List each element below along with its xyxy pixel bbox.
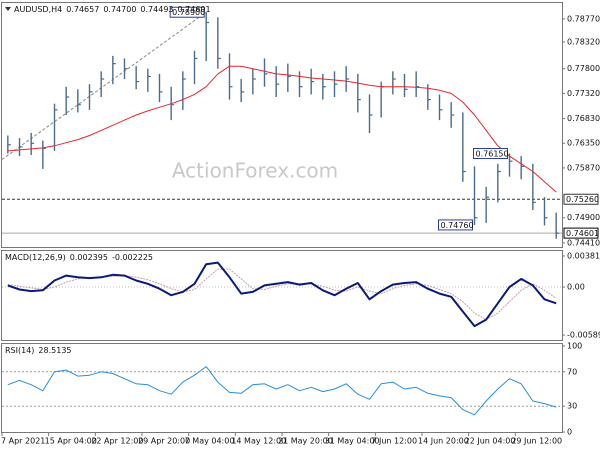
panel-title: RSI(14) — [5, 346, 34, 355]
watermark: ActionForex.com — [172, 159, 338, 183]
annotation-label: 0.76150 — [476, 150, 509, 159]
x-tick-label: 14 Jun 20:00 — [418, 437, 469, 446]
reading: 0.74700 — [103, 5, 136, 14]
x-tick-label: 7 May 04:00 — [185, 437, 235, 446]
y-tick-label: 0.76350 — [567, 139, 600, 148]
y-tick-label: 100 — [567, 342, 582, 351]
y-tick-label: 30 — [567, 402, 577, 411]
y-tick-label: 0.74410 — [567, 238, 600, 247]
indicator-line — [7, 65, 557, 193]
x-tick-label: 29 Jun 12:00 — [511, 437, 562, 446]
y-tick-label: 0.003814 — [567, 251, 600, 260]
reading: 0.74657 — [66, 5, 99, 14]
panel-title: MACD(12,26,9) — [5, 253, 66, 262]
x-tick-label: 7 Apr 2021 — [1, 437, 45, 446]
x-tick-label: 7 Jun 12:00 — [371, 437, 417, 446]
macd-panel — [1, 250, 563, 341]
trend-line — [1, 11, 207, 160]
panel-header: AUDUSD,H4 0.74657 0.74700 0.74493 0.74601 — [14, 5, 211, 14]
x-tick-label: 31 May 04:00 — [325, 437, 380, 446]
indicator-line — [7, 261, 557, 328]
price-box — [563, 193, 599, 205]
annotation-label: 0.74760 — [441, 221, 474, 230]
annotation-label: 0.78900 — [172, 8, 205, 17]
y-tick-label: 0.77800 — [567, 64, 600, 73]
reading: 0.002395 — [70, 253, 108, 262]
x-tick-label: 14 May 12:00 — [231, 437, 286, 446]
price-panel — [1, 2, 563, 248]
annotation-box — [473, 148, 508, 160]
price-box — [563, 227, 599, 239]
x-tick-label: 21 May 20:00 — [278, 437, 333, 446]
reading: 0.74601 — [178, 5, 211, 14]
x-tick-label: 22 Jun 04:00 — [465, 437, 516, 446]
x-tick-label: 29 Apr 20:00 — [138, 437, 190, 446]
x-tick-label: 15 Apr 04:00 — [45, 437, 97, 446]
y-tick-label: 0.00 — [567, 283, 585, 292]
indicator-line — [7, 366, 557, 416]
y-tick-label: 70 — [567, 367, 577, 376]
price-box-label: 0.75260 — [566, 195, 599, 204]
y-tick-label: 0.78770 — [567, 14, 600, 23]
y-tick-label: 0.74900 — [567, 213, 600, 222]
price-box-label: 0.74601 — [566, 229, 599, 238]
y-tick-label: 0.78320 — [567, 38, 600, 47]
y-tick-label: 0.77320 — [567, 89, 600, 98]
reading: -0.002225 — [112, 253, 153, 262]
annotation-box — [169, 6, 205, 18]
y-tick-label: 0.76830 — [567, 114, 600, 123]
reading: 28.5135 — [38, 346, 71, 355]
panel-header: RSI(14) 28.5135 — [5, 346, 72, 355]
y-tick-label: -0.005895 — [567, 331, 600, 340]
panel-header: MACD(12,26,9) 0.002395 -0.002225 — [5, 253, 153, 262]
panel-title: AUDUSD,H4 — [14, 5, 62, 14]
x-tick-label: 22 Apr 12:00 — [91, 437, 143, 446]
reading: 0.74493 — [140, 5, 173, 14]
menu-triangle[interactable] — [5, 7, 11, 11]
annotation-box — [438, 219, 473, 231]
y-tick-label: 0 — [567, 428, 572, 437]
y-tick-label: 0.75870 — [567, 163, 600, 172]
